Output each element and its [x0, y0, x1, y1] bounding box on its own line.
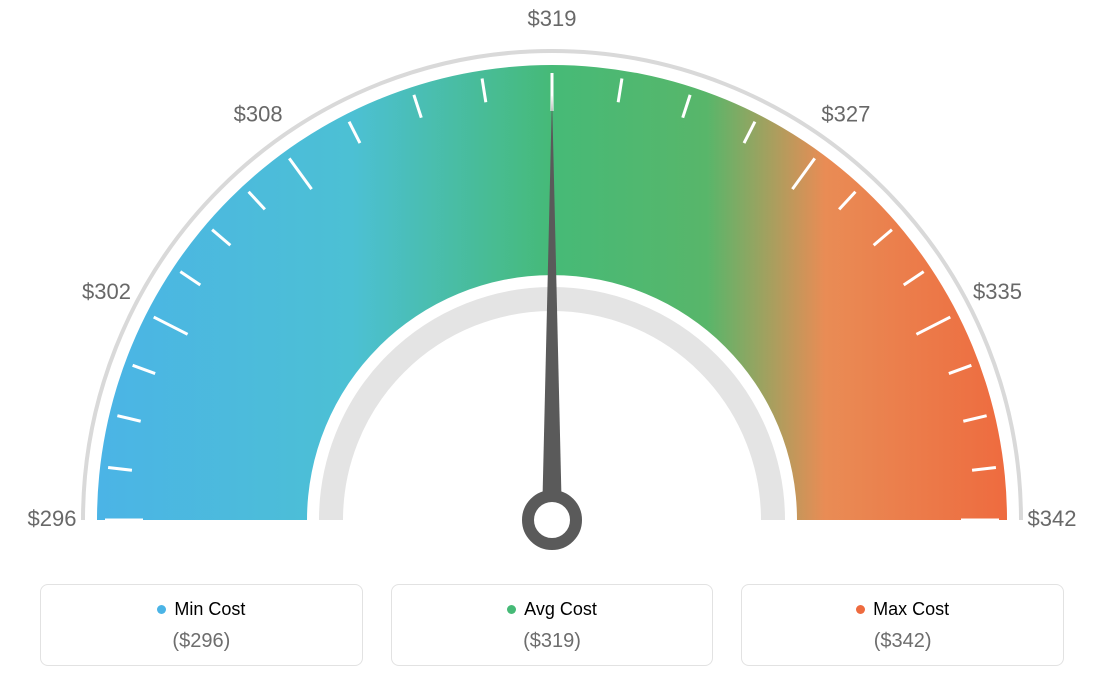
legend-card-max: Max Cost ($342) — [741, 584, 1064, 666]
gauge-tick-label: $319 — [528, 6, 577, 31]
legend-value-min: ($296) — [51, 630, 352, 653]
legend-title-min: Min Cost — [157, 599, 245, 620]
gauge-chart: $296 $302 $308 $319 $327 $335 $342 — [0, 0, 1104, 560]
gauge-needle-hub — [528, 496, 576, 544]
legend-dot-min — [157, 605, 166, 614]
gauge-tick-label: $308 — [234, 101, 283, 126]
legend-title-max: Max Cost — [856, 599, 949, 620]
gauge-svg: $296 $302 $308 $319 $327 $335 $342 — [0, 0, 1104, 560]
legend-label-max: Max Cost — [873, 599, 949, 620]
legend-label-min: Min Cost — [174, 599, 245, 620]
legend-dot-avg — [507, 605, 516, 614]
legend-card-min: Min Cost ($296) — [40, 584, 363, 666]
gauge-tick-label: $335 — [973, 279, 1022, 304]
legend-value-avg: ($319) — [402, 630, 703, 653]
legend-dot-max — [856, 605, 865, 614]
legend-row: Min Cost ($296) Avg Cost ($319) Max Cost… — [40, 584, 1064, 666]
gauge-tick-label: $302 — [82, 279, 131, 304]
gauge-tick-label: $327 — [821, 101, 870, 126]
legend-value-max: ($342) — [752, 630, 1053, 653]
gauge-tick-label: $296 — [28, 506, 77, 531]
legend-card-avg: Avg Cost ($319) — [391, 584, 714, 666]
gauge-tick-label: $342 — [1028, 506, 1077, 531]
legend-label-avg: Avg Cost — [524, 599, 597, 620]
legend-title-avg: Avg Cost — [507, 599, 597, 620]
